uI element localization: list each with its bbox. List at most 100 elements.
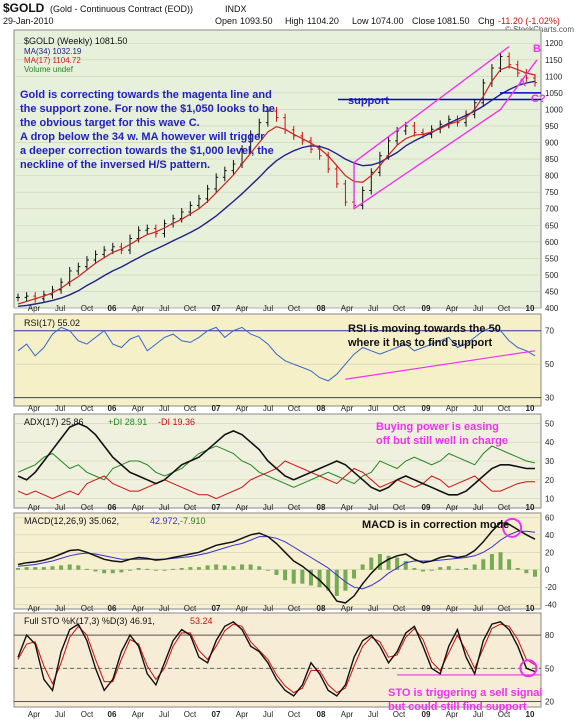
macd-histogram-bar: [257, 566, 262, 570]
y-tick-label: 20: [545, 476, 554, 485]
macd-histogram-bar: [343, 569, 348, 591]
annotation-line: neckline of the inversed H/S pattern.: [20, 159, 210, 171]
annotation-line: a deeper correction towards the $1,000 l…: [20, 145, 274, 157]
adx-annotation-line: off but still well in charge: [376, 435, 508, 447]
y-tick-label: 400: [545, 304, 559, 313]
annotation-line: the obvious target for this wave C.: [20, 117, 200, 129]
macd-histogram-bar: [41, 567, 46, 570]
macd-histogram-bar: [145, 568, 150, 570]
rsi-annotation-line: where it has to find support: [347, 337, 493, 349]
macd-histogram-bar: [507, 559, 512, 570]
y-tick-label: 30: [545, 457, 554, 466]
y-tick-label: 600: [545, 238, 559, 247]
x-tick-label: Oct: [184, 404, 197, 413]
x-tick-label: 09: [422, 404, 431, 413]
x-tick-label: Oct: [184, 304, 197, 313]
main-annotation: Gold is correcting towards the magenta l…: [20, 89, 275, 171]
x-tick-label: Apr: [28, 503, 41, 512]
adx-line: [17, 422, 535, 496]
x-tick-label: Oct: [288, 604, 301, 613]
macd-histogram-bar: [326, 569, 331, 591]
macd-histogram-bar: [119, 569, 124, 573]
y-tick-label: 50: [545, 419, 554, 428]
macd-histogram-bar: [231, 566, 236, 570]
macd-histogram-bar: [386, 555, 391, 570]
y-tick-label: 20: [545, 548, 554, 557]
x-tick-label: Apr: [446, 710, 459, 719]
x-tick-label: Jul: [55, 404, 65, 413]
chart-date: 29-Jan-2010: [3, 16, 54, 26]
x-tick-label: Apr: [236, 304, 249, 313]
sto-panel: 20 50 80: [13, 612, 554, 708]
pdi-legend: +DI 28.91: [108, 417, 147, 427]
x-tick-label: 09: [422, 710, 431, 719]
x-tick-label: 07: [212, 503, 221, 512]
chg-label: Chg: [478, 16, 495, 26]
x-tick-label: Apr: [28, 404, 41, 413]
x-tick-label: Oct: [288, 503, 301, 512]
open-label: Open: [215, 16, 237, 26]
price-legend: $GOLD (Weekly) 1081.50: [24, 36, 127, 46]
macd-histogram-bar: [248, 564, 253, 570]
x-tick-label: Jul: [368, 503, 378, 512]
x-tick-label: Apr: [28, 710, 41, 719]
x-tick-label: Oct: [393, 710, 406, 719]
x-tick-label: Apr: [132, 404, 145, 413]
macd-histogram-bar: [481, 559, 486, 570]
low-value: 1074.00: [371, 16, 404, 26]
panel-background: [13, 612, 542, 708]
y-tick-label: 850: [545, 155, 559, 164]
wave-b-label: B: [533, 43, 541, 55]
x-tick-label: Apr: [28, 304, 41, 313]
macd-histogram-bar: [291, 569, 296, 584]
x-tick-label: Oct: [498, 604, 511, 613]
x-axis: Apr Jul Oct 06 Apr Jul Oct 07 Apr Jul Oct 08 Apr Jul O…: [28, 304, 535, 719]
y-tick-label: 0: [545, 566, 550, 575]
macd-histogram-bar: [153, 569, 158, 571]
ma34-legend: MA(34) 1032.19: [24, 47, 82, 56]
open-value: 1093.50: [240, 16, 273, 26]
macd-histogram-bar: [76, 565, 81, 570]
x-tick-label: Apr: [446, 404, 459, 413]
x-tick-label: Oct: [498, 304, 511, 313]
macd-histogram-bar: [84, 568, 89, 570]
x-tick-label: Apr: [236, 604, 249, 613]
x-tick-label: 10: [526, 604, 535, 613]
x-tick-label: Apr: [341, 503, 354, 512]
x-tick-label: 06: [108, 404, 117, 413]
x-tick-label: Oct: [393, 604, 406, 613]
y-tick-label: 800: [545, 172, 559, 181]
price-panel: 400 450 500 550 600 650 700 750 800 850 900 950 1000…: [13, 29, 563, 313]
x-tick-label: 10: [526, 710, 535, 719]
x-tick-label: 08: [317, 503, 326, 512]
x-tick-label: Jul: [368, 604, 378, 613]
x-tick-label: 06: [108, 710, 117, 719]
macd-histogram-bar: [352, 569, 357, 579]
y-tick-label: 950: [545, 122, 559, 131]
sto-annotation-line: but could still find support: [388, 701, 527, 713]
macd-histogram-bar: [369, 557, 374, 570]
ma17-legend: MA(17) 1104.72: [24, 56, 81, 65]
x-tick-label: Jul: [55, 710, 65, 719]
macd-histogram-bar: [50, 566, 55, 570]
y-tick-label: 20: [545, 697, 554, 706]
macd-histogram-bar: [446, 566, 451, 570]
wave-a-label: A: [518, 77, 526, 89]
macd-histogram-bar: [128, 569, 133, 571]
macd-histogram-bar: [420, 569, 425, 572]
macd-histogram-bar: [162, 569, 167, 571]
macd-histogram-bar: [110, 569, 115, 574]
x-tick-label: Oct: [81, 604, 94, 613]
ma34-line: [17, 80, 536, 307]
x-tick-label: 08: [317, 404, 326, 413]
macd-histogram-bar: [24, 567, 29, 570]
channel-upper-line: [353, 45, 510, 209]
macd-histogram-bar: [377, 554, 382, 570]
x-tick-label: Jul: [473, 503, 483, 512]
macd-line: [17, 521, 536, 604]
macd-histogram-bar: [196, 567, 201, 570]
macd-histogram-bar: [93, 569, 98, 572]
x-tick-label: 08: [317, 304, 326, 313]
symbol-description: (Gold - Continuous Contract (EOD)): [50, 4, 193, 14]
x-tick-label: Oct: [184, 604, 197, 613]
